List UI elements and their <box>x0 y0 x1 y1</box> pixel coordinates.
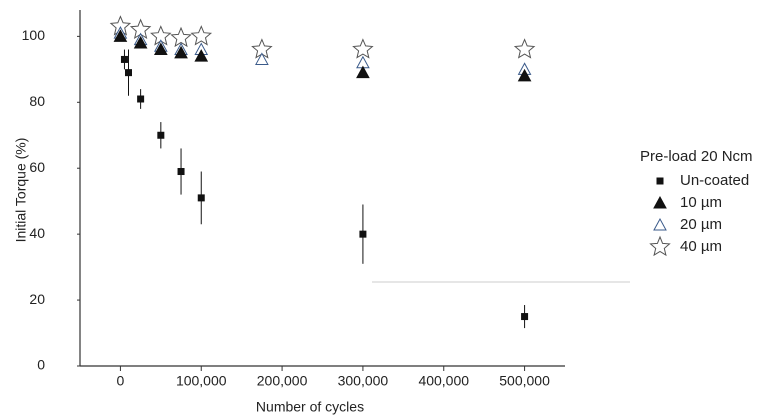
legend-marker <box>649 235 671 257</box>
legend-label: 40 µm <box>680 238 722 255</box>
legend-label: 20 µm <box>680 216 722 233</box>
point <box>359 230 367 238</box>
legend-marker <box>653 217 667 231</box>
x-tick-label: 200,000 <box>257 373 308 389</box>
point <box>157 131 165 139</box>
point <box>517 68 532 82</box>
point <box>513 38 536 59</box>
y-tick-label: 20 <box>29 291 45 307</box>
y-tick-label: 60 <box>29 159 45 175</box>
point <box>153 42 168 56</box>
legend-title: Pre-load 20 Ncm <box>640 148 753 165</box>
point <box>137 95 145 103</box>
point <box>197 194 205 202</box>
legend-label: 10 µm <box>680 194 722 211</box>
point <box>170 26 192 48</box>
y-tick-label: 100 <box>22 27 46 43</box>
legend-marker <box>653 195 667 209</box>
y-axis-label: Initial Torque (%) <box>13 138 29 243</box>
point <box>125 69 132 77</box>
y-tick-label: 40 <box>29 225 45 241</box>
point <box>521 313 529 321</box>
x-tick-label: 300,000 <box>338 373 389 389</box>
point <box>133 35 148 49</box>
x-tick-label: 400,000 <box>418 373 469 389</box>
y-tick-label: 80 <box>29 93 45 109</box>
point <box>190 25 213 46</box>
x-tick-label: 0 <box>117 373 125 389</box>
point <box>194 49 209 62</box>
legend-marker <box>656 177 664 185</box>
point <box>356 65 370 79</box>
x-axis-label: Number of cycles <box>256 399 364 415</box>
x-tick-label: 100,000 <box>176 373 227 389</box>
point <box>113 29 128 42</box>
point <box>255 52 269 65</box>
point <box>174 45 188 59</box>
point <box>120 55 128 63</box>
y-tick-label: 0 <box>37 357 45 373</box>
point <box>177 168 185 176</box>
legend: Pre-load 20 Ncm Un-coated 10 µm 20 µm 40 µm <box>640 148 753 257</box>
legend-label: Un-coated <box>680 172 749 189</box>
x-tick-label: 500,000 <box>499 373 550 389</box>
point <box>352 38 374 59</box>
